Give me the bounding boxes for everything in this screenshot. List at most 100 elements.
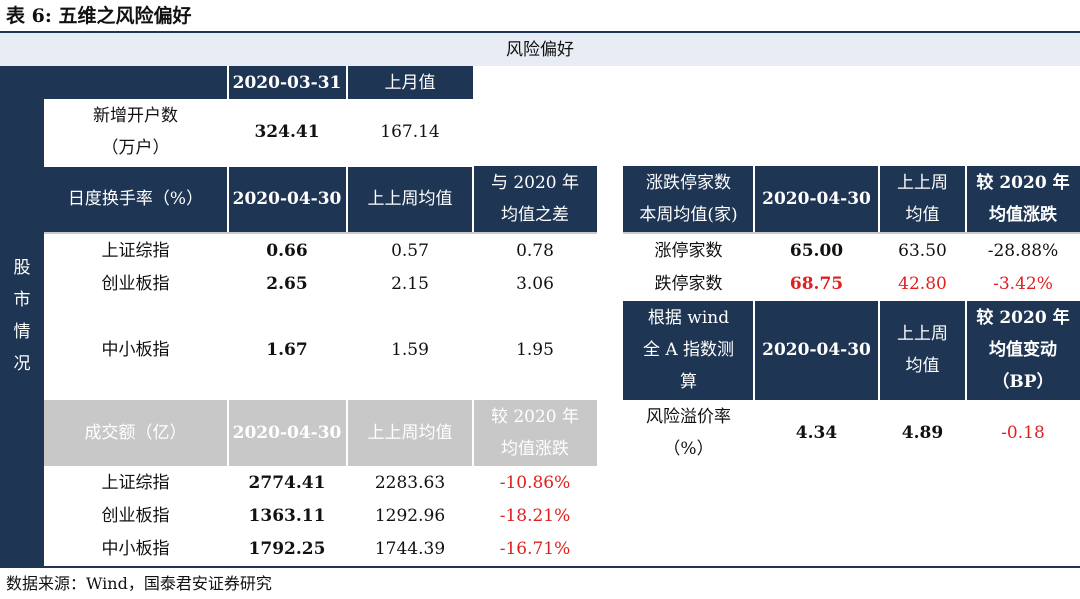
turnover-row-name: 上证综指 <box>101 240 170 261</box>
accounts-value-current: 324.41 <box>254 122 320 142</box>
table-header: 风险偏好 <box>0 33 1080 66</box>
row-separator <box>623 299 1080 301</box>
turnover-row-name: 中小板指 <box>101 340 170 360</box>
table-bottom-line <box>0 566 1080 568</box>
side-label-char: 市 <box>13 290 31 310</box>
accounts-row-label: 新增开户数 （万户） <box>44 99 227 165</box>
premium-col-change: 较 2020 年 均值变动 （BP） <box>966 300 1080 400</box>
limits-col-prev: 上上周 均值 <box>879 166 966 232</box>
limits-row-prev: 42.80 <box>898 273 947 294</box>
limits-row-name: 跌停家数 <box>654 273 723 294</box>
volume-header-label: 成交额（亿） <box>44 400 227 466</box>
turnover-row-prev: 2.15 <box>391 273 429 294</box>
turnover-header-label: 日度换手率（%） <box>44 166 227 232</box>
cell-separator <box>346 400 348 466</box>
volume-col-prev: 上上周均值 <box>347 400 473 466</box>
limits-col-change: 较 2020 年 均值涨跌 <box>966 166 1080 232</box>
volume-row-name: 中小板指 <box>101 539 170 559</box>
premium-col-date: 2020-04-30 <box>754 300 879 400</box>
cell-separator <box>753 300 755 400</box>
limits-divider <box>623 232 1080 234</box>
volume-row-prev: 1292.96 <box>374 505 446 526</box>
premium-row-name: 风险溢价率 （%） <box>623 400 754 466</box>
accounts-label-line: （万户） <box>101 138 170 158</box>
cell-separator <box>227 66 229 99</box>
limits-header-line: 本周均值(家) <box>639 205 738 225</box>
premium-row-name-line: 风险溢价率 <box>646 407 731 427</box>
volume-col-date: 2020-04-30 <box>227 400 347 466</box>
volume-row-change: -18.21% <box>499 505 571 526</box>
limits-col-change-line: 均值涨跌 <box>989 205 1057 225</box>
cell-separator <box>346 66 348 99</box>
turnover-col-date: 2020-04-30 <box>227 166 347 232</box>
turnover-row-prev: 0.57 <box>391 240 429 261</box>
volume-row-prev: 1744.39 <box>374 539 446 559</box>
premium-row-current: 4.34 <box>795 423 838 443</box>
premium-col-prev-line: 上上周 <box>897 324 948 344</box>
premium-row-prev: 4.89 <box>901 423 944 443</box>
premium-col-prev-line: 均值 <box>905 356 940 376</box>
volume-row-current: 1363.11 <box>248 505 326 526</box>
limits-row-name: 涨停家数 <box>654 240 723 261</box>
turnover-row-diff: 3.06 <box>516 273 554 294</box>
volume-col-change-line: 均值涨跌 <box>501 439 569 459</box>
cell-separator <box>965 300 967 400</box>
volume-row-name: 创业板指 <box>101 505 170 526</box>
premium-header-label: 根据 wind 全 A 指数测 算 <box>623 300 754 400</box>
turnover-row-prev: 1.59 <box>391 340 429 360</box>
volume-col-change: 较 2020 年 均值涨跌 <box>473 400 597 466</box>
limits-col-date: 2020-04-30 <box>754 166 879 232</box>
cell-separator <box>227 166 229 232</box>
cell-separator <box>346 166 348 232</box>
premium-row-name-line: （%） <box>663 439 714 459</box>
premium-col-prev: 上上周 均值 <box>879 300 966 400</box>
volume-row-name: 上证综指 <box>101 472 170 493</box>
cell-separator <box>878 300 880 400</box>
premium-col-change-line: 均值变动 <box>989 340 1057 360</box>
turnover-row-current: 0.66 <box>266 240 308 261</box>
limits-col-change-line: 较 2020 年 <box>976 173 1070 193</box>
accounts-value-prev: 167.14 <box>380 122 440 142</box>
turnover-col-diff-line: 均值之差 <box>501 205 569 225</box>
row-separator <box>44 165 473 167</box>
turnover-col-prev: 上上周均值 <box>347 166 473 232</box>
accounts-col-date: 2020-03-31 <box>227 66 347 99</box>
turnover-row-diff: 0.78 <box>516 240 554 261</box>
cell-separator <box>753 166 755 232</box>
cell-separator <box>878 166 880 232</box>
table-title: 表 6: 五维之风险偏好 <box>6 5 192 27</box>
premium-header-line: 全 A 指数测 <box>642 340 735 360</box>
accounts-label-line: 新增开户数 <box>93 106 178 126</box>
cell-separator <box>965 166 967 232</box>
limits-header-line: 涨跌停家数 <box>646 173 731 193</box>
volume-col-change-line: 较 2020 年 <box>490 407 580 427</box>
premium-col-change-line: 较 2020 年 <box>976 308 1070 328</box>
side-label-column: 股 市 情 况 <box>0 66 44 566</box>
premium-col-change-line: （BP） <box>992 372 1054 392</box>
cell-separator <box>472 400 474 466</box>
premium-header-line: 算 <box>680 372 697 392</box>
premium-row-change: -0.18 <box>1001 423 1045 443</box>
limits-header-label: 涨跌停家数 本周均值(家) <box>623 166 754 232</box>
side-label-char: 况 <box>13 354 31 374</box>
premium-header-line: 根据 wind <box>647 308 730 328</box>
volume-row-current: 1792.25 <box>248 539 326 559</box>
limits-row-change: -28.88% <box>987 240 1059 261</box>
cell-separator <box>227 400 229 466</box>
turnover-row-current: 2.65 <box>266 273 308 294</box>
volume-row-change: -16.71% <box>499 539 571 559</box>
volume-row-current: 2774.41 <box>248 472 326 493</box>
turnover-col-diff: 与 2020 年 均值之差 <box>473 166 597 232</box>
limits-row-current: 68.75 <box>789 273 844 294</box>
limits-col-prev-line: 上上周 <box>897 173 948 193</box>
turnover-row-diff: 1.95 <box>516 340 554 360</box>
limits-row-prev: 63.50 <box>898 240 947 261</box>
turnover-row-current: 1.67 <box>266 340 308 360</box>
limits-col-prev-line: 均值 <box>905 205 940 225</box>
header-top-line <box>0 31 1080 33</box>
limits-row-current: 65.00 <box>789 240 844 261</box>
turnover-divider <box>44 232 597 234</box>
source-note: 数据来源：Wind，国泰君安证券研究 <box>6 574 272 593</box>
side-label-char: 情 <box>13 322 31 342</box>
cell-separator <box>472 166 474 232</box>
